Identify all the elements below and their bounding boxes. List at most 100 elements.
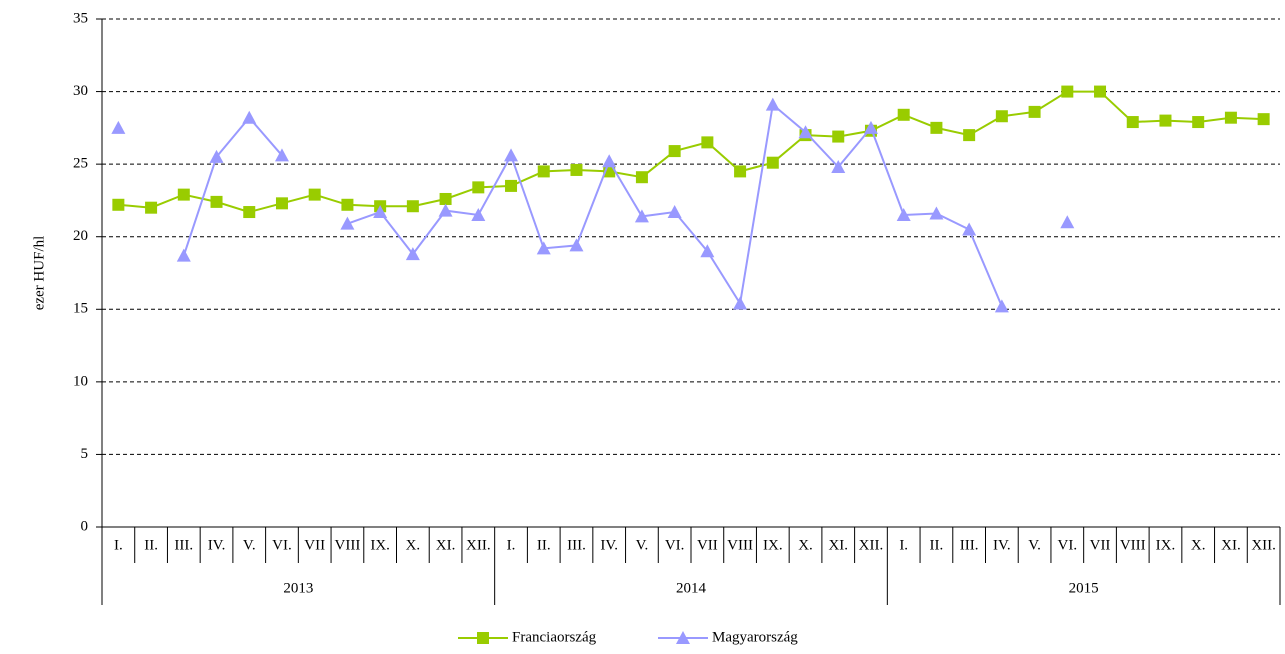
x-tick-label: III. <box>960 537 979 553</box>
point <box>1257 113 1270 126</box>
point <box>798 125 813 139</box>
group-label: 2013 <box>283 580 313 596</box>
point <box>994 299 1009 313</box>
point <box>373 205 388 219</box>
x-tick-label: VI. <box>665 537 685 553</box>
y-tick-label: 20 <box>73 228 88 244</box>
x-tick-label: X. <box>1191 537 1206 553</box>
x-tick-label: VIII <box>1120 537 1146 553</box>
point <box>536 241 551 255</box>
x-tick-label: XI. <box>436 537 456 553</box>
point <box>863 120 878 134</box>
x-tick-label: VII <box>1090 537 1111 553</box>
point <box>832 130 845 143</box>
y-tick-label: 35 <box>73 10 88 26</box>
point <box>177 188 190 201</box>
x-tick-label: XII. <box>859 537 884 553</box>
point <box>733 296 748 310</box>
point <box>570 163 583 176</box>
group-label: 2015 <box>1069 580 1099 596</box>
line <box>184 105 1068 307</box>
legend-marker <box>477 632 489 644</box>
point <box>635 171 648 184</box>
point <box>962 222 977 236</box>
point <box>438 203 453 217</box>
point <box>667 205 682 219</box>
y-tick-label: 5 <box>81 446 89 462</box>
y-tick-label: 30 <box>73 83 88 99</box>
x-tick-label: XII. <box>466 537 491 553</box>
point <box>1159 114 1172 127</box>
point <box>963 129 976 142</box>
point <box>701 136 714 149</box>
point <box>209 149 224 163</box>
point <box>1060 215 1075 229</box>
x-tick-label: II. <box>144 537 158 553</box>
point <box>1126 116 1139 129</box>
point <box>112 198 125 211</box>
point <box>471 207 486 221</box>
point <box>831 160 846 174</box>
point <box>634 209 649 223</box>
x-tick-label: IX. <box>763 537 783 553</box>
x-tick-label: VII <box>304 537 325 553</box>
point <box>569 238 584 252</box>
point <box>1224 111 1237 124</box>
legend-label: Franciaország <box>512 629 597 645</box>
x-tick-label: I. <box>507 537 516 553</box>
point <box>275 197 288 210</box>
point <box>111 120 126 134</box>
x-tick-label: XII. <box>1251 537 1276 553</box>
point <box>1028 105 1041 118</box>
x-tick-label: IV. <box>208 537 226 553</box>
y-tick-label: 15 <box>73 301 88 317</box>
point <box>734 165 747 178</box>
x-tick-label: III. <box>174 537 193 553</box>
point <box>896 207 911 221</box>
x-tick-label: VI. <box>1058 537 1078 553</box>
point <box>537 165 550 178</box>
x-tick-label: IX. <box>1156 537 1176 553</box>
group-label: 2014 <box>676 580 707 596</box>
x-tick-label: II. <box>930 537 944 553</box>
point <box>995 110 1008 123</box>
x-tick-label: IV. <box>993 537 1011 553</box>
x-tick-label: V. <box>1028 537 1041 553</box>
point <box>766 156 779 169</box>
x-tick-label: X. <box>406 537 421 553</box>
point <box>242 110 257 124</box>
x-tick-label: I. <box>114 537 123 553</box>
point <box>341 198 354 211</box>
point <box>274 148 289 162</box>
point <box>210 195 223 208</box>
point <box>765 97 780 111</box>
y-tick-label: 0 <box>81 518 89 534</box>
y-tick-label: 10 <box>73 373 88 389</box>
point <box>668 145 681 158</box>
point <box>308 188 321 201</box>
x-tick-label: XI. <box>828 537 848 553</box>
point <box>145 201 158 214</box>
x-tick-label: VIII <box>727 537 753 553</box>
x-tick-label: I. <box>899 537 908 553</box>
x-tick-label: V. <box>636 537 649 553</box>
x-tick-label: V. <box>243 537 256 553</box>
legend-label: Magyarország <box>712 629 798 645</box>
point <box>505 179 518 192</box>
x-tick-label: VI. <box>272 537 292 553</box>
line <box>118 90 1264 214</box>
point <box>603 165 616 178</box>
y-axis-label: ezer HUF/hl <box>31 236 47 311</box>
point <box>1192 116 1205 129</box>
point <box>897 108 910 121</box>
point <box>700 244 715 258</box>
point <box>439 192 452 205</box>
x-tick-label: VIII <box>335 537 361 553</box>
point <box>406 200 419 213</box>
x-tick-label: III. <box>567 537 586 553</box>
x-tick-label: IX. <box>370 537 390 553</box>
point <box>1094 85 1107 98</box>
point <box>1061 85 1074 98</box>
x-tick-label: VII <box>697 537 718 553</box>
